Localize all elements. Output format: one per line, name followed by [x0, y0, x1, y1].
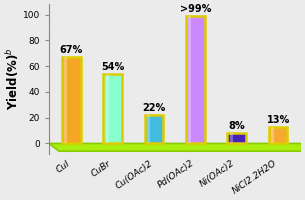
Bar — [145, 115, 163, 143]
Text: 13%: 13% — [267, 115, 290, 125]
Bar — [62, 57, 81, 143]
Bar — [230, 133, 233, 143]
Bar — [106, 74, 109, 143]
Bar — [269, 127, 287, 143]
Bar — [186, 16, 205, 143]
Bar — [64, 57, 67, 143]
Text: >99%: >99% — [180, 4, 211, 14]
Text: 8%: 8% — [228, 121, 245, 131]
Bar — [228, 133, 246, 143]
Bar — [147, 115, 150, 143]
Text: 54%: 54% — [101, 62, 124, 72]
Bar — [103, 74, 122, 143]
Y-axis label: Yield(%)$^b$: Yield(%)$^b$ — [4, 48, 21, 110]
Bar — [271, 127, 274, 143]
Bar — [188, 16, 191, 143]
Polygon shape — [49, 143, 305, 151]
Text: 22%: 22% — [142, 103, 166, 113]
Text: 67%: 67% — [60, 45, 83, 55]
